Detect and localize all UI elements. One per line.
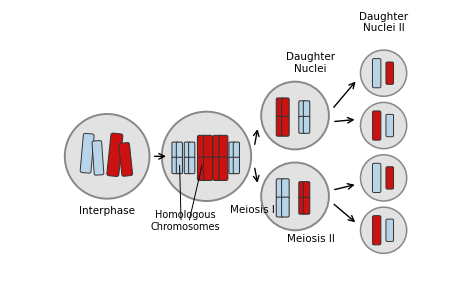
FancyBboxPatch shape: [372, 111, 380, 140]
FancyBboxPatch shape: [281, 116, 289, 136]
FancyBboxPatch shape: [118, 142, 132, 176]
FancyBboxPatch shape: [176, 157, 182, 174]
FancyBboxPatch shape: [281, 98, 289, 118]
FancyBboxPatch shape: [229, 142, 235, 159]
FancyBboxPatch shape: [213, 135, 221, 159]
FancyBboxPatch shape: [188, 157, 195, 174]
FancyBboxPatch shape: [197, 135, 206, 159]
FancyBboxPatch shape: [80, 133, 94, 173]
Circle shape: [360, 50, 406, 96]
FancyBboxPatch shape: [276, 116, 283, 136]
FancyBboxPatch shape: [302, 182, 309, 199]
Circle shape: [360, 207, 406, 253]
FancyBboxPatch shape: [233, 157, 239, 174]
Circle shape: [162, 112, 251, 201]
Circle shape: [261, 82, 328, 149]
Text: Interphase: Interphase: [79, 206, 135, 216]
FancyBboxPatch shape: [172, 142, 178, 159]
FancyBboxPatch shape: [229, 157, 235, 174]
FancyBboxPatch shape: [106, 133, 123, 177]
FancyBboxPatch shape: [218, 157, 227, 180]
FancyBboxPatch shape: [385, 167, 393, 189]
FancyBboxPatch shape: [298, 197, 305, 214]
FancyBboxPatch shape: [197, 157, 206, 180]
FancyBboxPatch shape: [298, 101, 305, 118]
FancyBboxPatch shape: [302, 116, 309, 133]
FancyBboxPatch shape: [385, 219, 393, 241]
Circle shape: [360, 155, 406, 201]
FancyBboxPatch shape: [184, 142, 190, 159]
FancyBboxPatch shape: [302, 197, 309, 214]
FancyBboxPatch shape: [298, 182, 305, 199]
FancyBboxPatch shape: [385, 114, 393, 137]
FancyBboxPatch shape: [372, 216, 380, 245]
Text: Homologous
Chromosomes: Homologous Chromosomes: [150, 210, 219, 232]
Text: Meiosis I: Meiosis I: [229, 205, 274, 215]
Circle shape: [65, 114, 149, 199]
FancyBboxPatch shape: [298, 116, 305, 133]
FancyBboxPatch shape: [218, 135, 227, 159]
FancyBboxPatch shape: [92, 140, 104, 175]
FancyBboxPatch shape: [184, 157, 190, 174]
FancyBboxPatch shape: [385, 62, 393, 84]
FancyBboxPatch shape: [213, 157, 221, 180]
FancyBboxPatch shape: [276, 179, 283, 199]
FancyBboxPatch shape: [233, 142, 239, 159]
Circle shape: [261, 162, 328, 230]
Text: Meiosis II: Meiosis II: [286, 234, 334, 244]
FancyBboxPatch shape: [281, 197, 289, 217]
FancyBboxPatch shape: [203, 135, 212, 159]
Text: Daughter
Nuclei: Daughter Nuclei: [285, 52, 334, 74]
FancyBboxPatch shape: [372, 163, 380, 192]
FancyBboxPatch shape: [176, 142, 182, 159]
FancyBboxPatch shape: [188, 142, 195, 159]
FancyBboxPatch shape: [276, 197, 283, 217]
FancyBboxPatch shape: [302, 101, 309, 118]
Circle shape: [360, 102, 406, 149]
FancyBboxPatch shape: [276, 98, 283, 118]
FancyBboxPatch shape: [372, 59, 380, 88]
FancyBboxPatch shape: [203, 157, 212, 180]
FancyBboxPatch shape: [281, 179, 289, 199]
FancyBboxPatch shape: [172, 157, 178, 174]
Text: Daughter
Nuclei II: Daughter Nuclei II: [358, 12, 407, 33]
